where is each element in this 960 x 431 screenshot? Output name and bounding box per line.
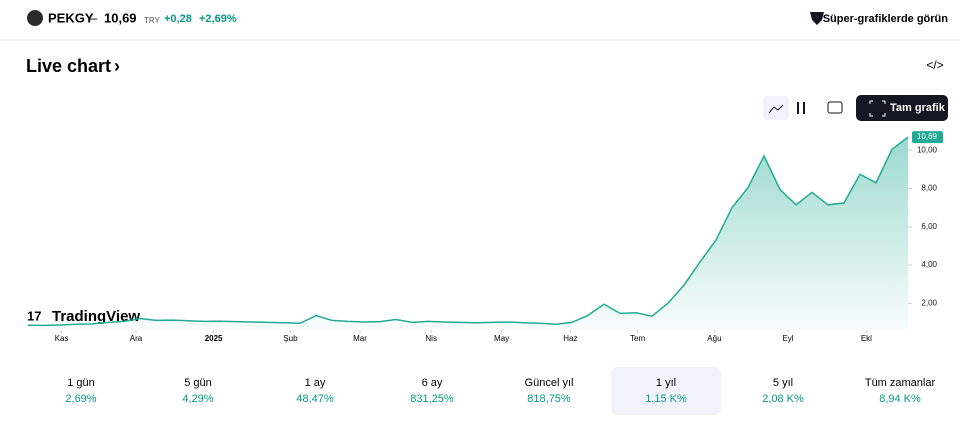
x-tick-label: 2025 <box>205 334 223 343</box>
embed-icon[interactable]: </> <box>926 58 943 72</box>
period-label[interactable]: Tüm zamanlar <box>865 377 936 389</box>
periods: 1 gün 2,69% 5 gün 4,29% 1 ay 48,47% 6 ay 831,25… <box>65 367 935 415</box>
section-title[interactable]: Live chart <box>26 56 111 76</box>
symbol: PEKGY <box>48 10 94 25</box>
x-tick-label: Tem <box>630 334 645 343</box>
brand: TradingView <box>52 308 140 325</box>
x-tick-label: Ara <box>130 334 143 343</box>
area-icon <box>768 104 784 114</box>
x-tick-label: Haz <box>563 334 577 343</box>
period-change[interactable]: 2,08 K% <box>762 393 804 405</box>
dash: – <box>90 10 98 25</box>
price: 10,69 <box>104 10 137 25</box>
period-label[interactable]: 1 gün <box>67 377 95 389</box>
change: +0,28 <box>164 13 192 25</box>
period-change[interactable]: 4,29% <box>182 393 213 405</box>
last-price-label: 10,69 <box>917 132 938 141</box>
chart: 2,00 4,00 6,00 8,00 10,00 Kas Ara 2025 Şub Mar Nis… <box>27 131 943 343</box>
period-change[interactable]: 831,25% <box>410 393 454 405</box>
change-pct: +2,69% <box>199 13 237 25</box>
period-label[interactable]: Güncel yıl <box>525 377 574 389</box>
period-label[interactable]: 1 ay <box>305 377 326 389</box>
x-tick-label: Eyl <box>782 334 793 343</box>
logo <box>27 10 43 26</box>
y-tick-label: 8,00 <box>921 184 937 193</box>
period-label[interactable]: 5 gün <box>184 377 212 389</box>
period-label[interactable]: 5 yıl <box>773 377 793 389</box>
chevron: › <box>114 56 120 76</box>
x-tick-label: Şub <box>283 334 298 343</box>
super-icon[interactable] <box>810 12 824 25</box>
x-tick-label: Kas <box>55 334 69 343</box>
full-chart-button[interactable] <box>856 95 948 121</box>
full-chart-label: Tam grafik <box>890 102 946 114</box>
y-tick-label: 2,00 <box>921 298 937 307</box>
area <box>28 137 908 330</box>
camera-icon[interactable] <box>827 101 843 114</box>
x-tick-label: May <box>494 334 509 343</box>
candle-icon[interactable] <box>797 102 805 114</box>
period-label[interactable]: 1 yıl <box>656 377 676 389</box>
period-change[interactable]: 48,47% <box>296 393 334 405</box>
period-selected[interactable] <box>611 367 721 415</box>
x-tick-label: Ekl <box>861 334 872 343</box>
period-change[interactable]: 818,75% <box>527 393 571 405</box>
y-tick-label: 4,00 <box>921 260 937 269</box>
x-tick-label: Ağu <box>707 334 721 343</box>
period-label[interactable]: 6 ay <box>422 377 443 389</box>
line <box>27 136 909 327</box>
last-price-badge <box>912 131 943 144</box>
y-tick-label: 10,00 <box>917 145 938 154</box>
super-link[interactable]: Süper-grafiklerde görün <box>823 13 949 25</box>
period-change[interactable]: 1,15 K% <box>645 393 687 405</box>
brand-logo: 17 <box>27 308 41 323</box>
x-tick-label: Nis <box>425 334 437 343</box>
period-change[interactable]: 2,69% <box>65 393 96 405</box>
period-change[interactable]: 8,94 K% <box>879 393 921 405</box>
y-tick-label: 6,00 <box>921 222 937 231</box>
currency: TRY <box>144 16 161 25</box>
full-icon <box>869 100 886 117</box>
x-tick-label: Mar <box>353 334 367 343</box>
